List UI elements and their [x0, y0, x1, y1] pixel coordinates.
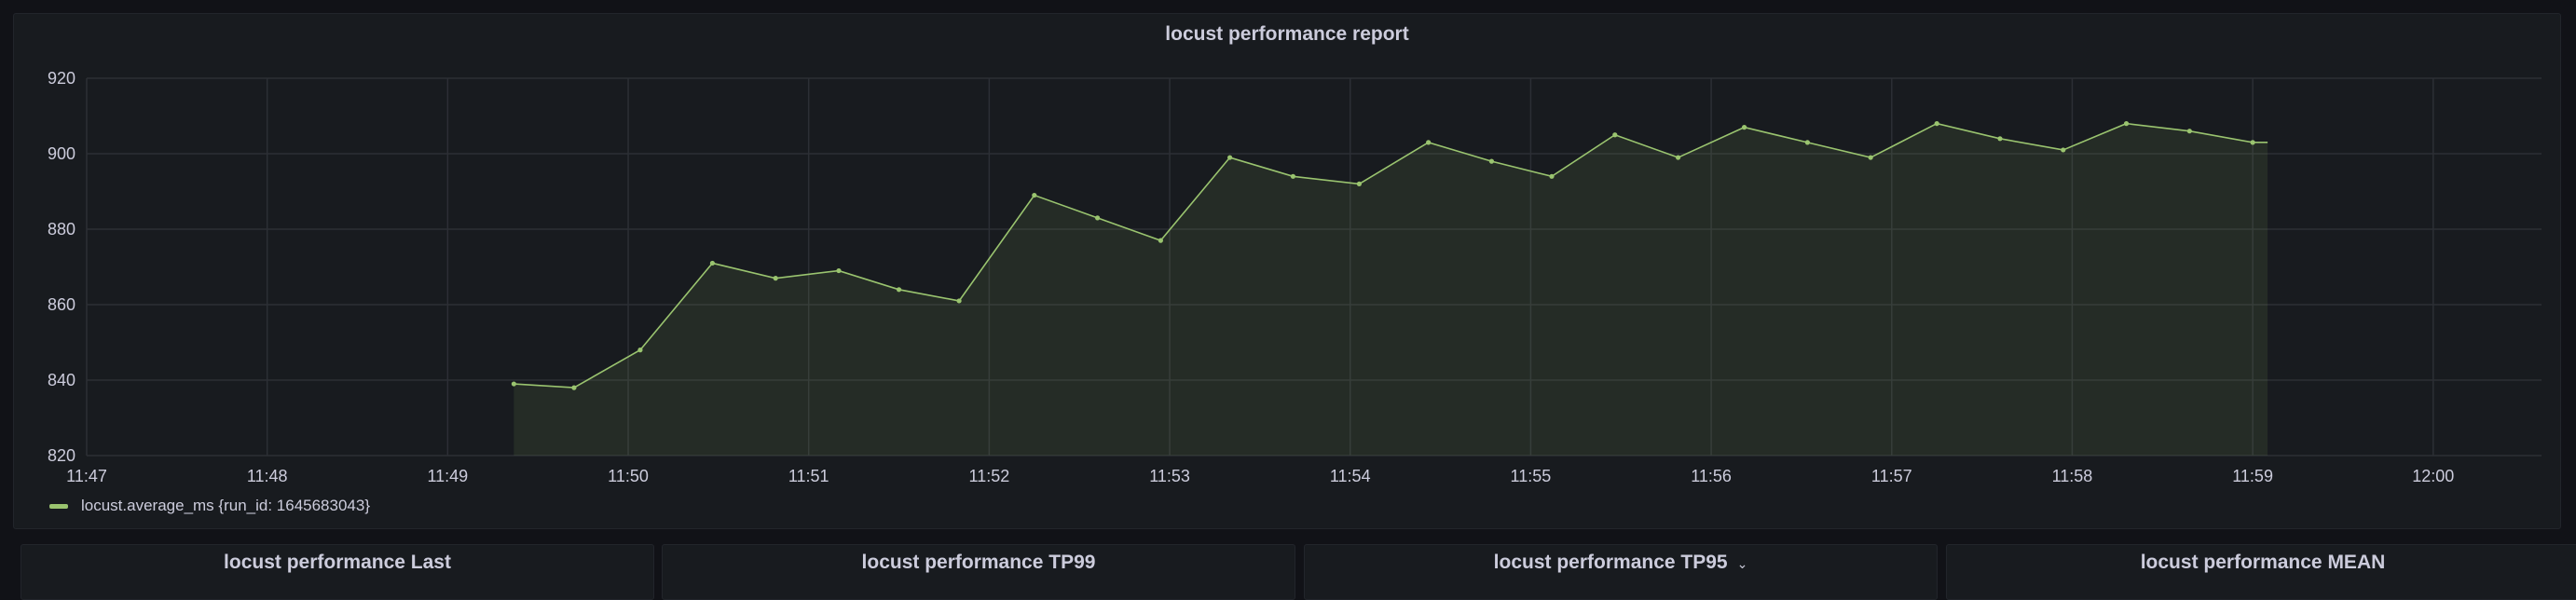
- panel-mean[interactable]: locust performance MEAN: [1946, 544, 2576, 600]
- data-point: [2123, 121, 2130, 127]
- panel-last[interactable]: locust performance Last: [21, 544, 654, 600]
- data-point: [2061, 147, 2066, 153]
- panel-title-mean[interactable]: locust performance MEAN: [2140, 552, 2386, 573]
- legend-label: locust.average_ms {run_id: 1645683043}: [81, 497, 371, 514]
- data-point: [896, 287, 902, 293]
- data-point: [1868, 155, 1873, 160]
- data-point: [571, 385, 577, 390]
- data-point: [1612, 132, 1618, 138]
- y-tick-label: 820: [48, 446, 75, 465]
- x-tick-label: 11:53: [1149, 467, 1190, 485]
- y-tick-label: 840: [48, 371, 75, 389]
- data-point: [2186, 129, 2192, 134]
- chevron-down-icon[interactable]: ⌄: [1736, 556, 1748, 571]
- data-point: [1804, 140, 1810, 145]
- data-point: [1227, 155, 1233, 160]
- data-point: [637, 348, 643, 353]
- data-point: [1426, 140, 1432, 145]
- y-tick-label: 900: [48, 144, 75, 163]
- data-point: [1549, 173, 1555, 179]
- x-tick-label: 11:47: [66, 467, 107, 485]
- data-point: [1158, 238, 1163, 243]
- data-point: [836, 267, 842, 274]
- series-area: [514, 123, 2268, 456]
- data-point: [1934, 121, 1939, 127]
- y-tick-label: 860: [48, 295, 75, 314]
- x-tick-label: 11:48: [247, 467, 288, 485]
- y-tick-label: 920: [48, 69, 75, 88]
- panel-title[interactable]: locust performance report: [1165, 23, 1409, 45]
- x-tick-label: 11:58: [2052, 467, 2093, 485]
- x-tick-label: 11:50: [608, 467, 649, 485]
- data-point: [956, 298, 962, 304]
- x-tick-label: 11:49: [427, 467, 468, 485]
- data-point: [1356, 181, 1363, 186]
- time-series-panel[interactable]: locust performance report 920 900 880 860 84…: [13, 13, 2561, 529]
- panel-title-last[interactable]: locust performance Last: [224, 552, 451, 573]
- data-point: [2250, 140, 2255, 145]
- data-point: [511, 381, 516, 387]
- data-point: [1997, 136, 2003, 142]
- data-point: [1741, 125, 1747, 130]
- x-tick-label: 11:56: [1691, 467, 1732, 485]
- data-point: [1094, 215, 1101, 221]
- data-point: [1290, 173, 1296, 179]
- legend-item[interactable]: locust.average_ms {run_id: 1645683043}: [49, 497, 370, 515]
- x-tick-label: 11:54: [1330, 467, 1371, 485]
- legend-swatch: [49, 503, 68, 509]
- x-tick-label: 12:00: [2412, 467, 2454, 485]
- x-tick-label: 11:51: [788, 467, 829, 485]
- panel-title-tp95[interactable]: locust performance TP95: [1493, 552, 1728, 573]
- line-chart[interactable]: 920 900 880 860 840 820 11:47 11:48 11:49 11:50 11…: [14, 14, 2562, 530]
- y-tick-label: 880: [48, 220, 75, 239]
- x-tick-label: 11:57: [1871, 467, 1912, 485]
- data-point: [709, 260, 716, 266]
- panel-title-tp99[interactable]: locust performance TP99: [861, 552, 1096, 573]
- x-tick-label: 11:55: [1511, 467, 1552, 485]
- data-point: [1032, 192, 1037, 198]
- x-tick-label: 11:52: [969, 467, 1010, 485]
- data-point: [1488, 158, 1495, 164]
- data-point: [1675, 155, 1681, 160]
- panel-tp99[interactable]: locust performance TP99: [662, 544, 1295, 600]
- x-tick-label: 11:59: [2232, 467, 2273, 485]
- data-point: [773, 276, 778, 281]
- panel-tp95[interactable]: locust performance TP95 ⌄: [1304, 544, 1938, 600]
